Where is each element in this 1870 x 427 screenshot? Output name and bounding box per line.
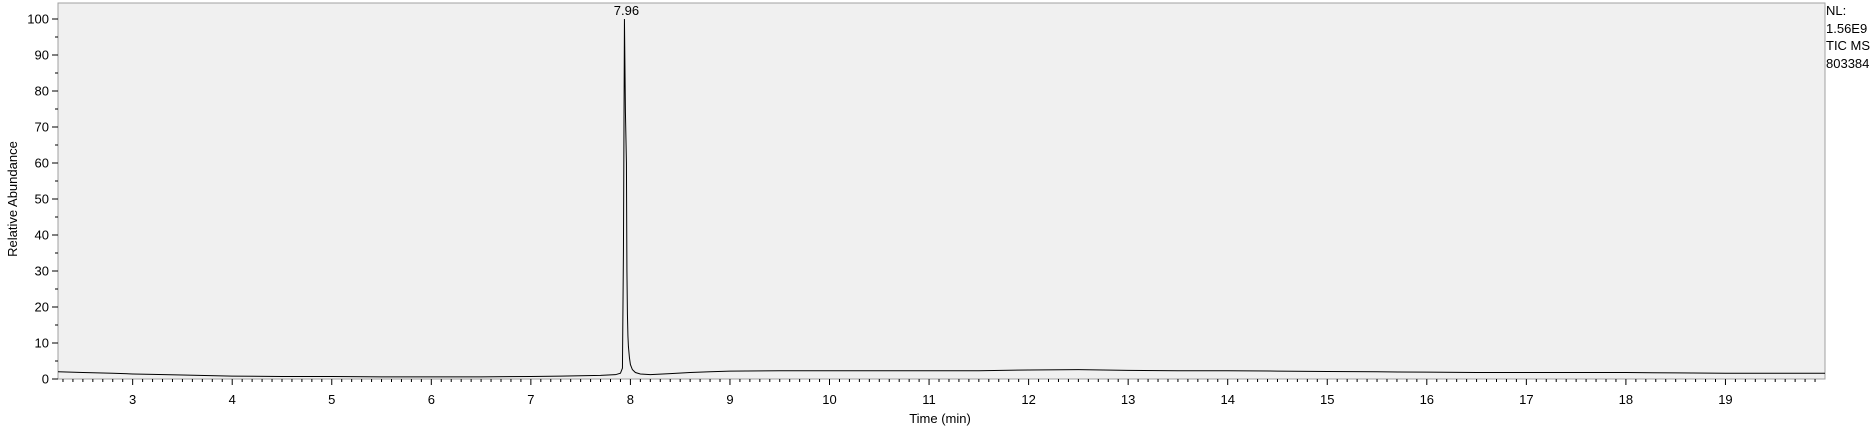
y-tick-label: 50 xyxy=(35,192,49,207)
y-tick-label: 70 xyxy=(35,120,49,135)
nl-label: NL: xyxy=(1826,3,1847,18)
tic-trace-line xyxy=(57,18,1825,378)
scan-id: 803384 xyxy=(1826,55,1870,71)
y-tick-label: 20 xyxy=(35,300,49,315)
x-tick-label: 12 xyxy=(1021,392,1035,407)
scan-type: TIC MS xyxy=(1826,38,1870,53)
x-tick-label: 8 xyxy=(627,392,634,407)
x-tick-label: 10 xyxy=(822,392,836,407)
x-tick-label: 17 xyxy=(1519,392,1533,407)
x-tick-label: 13 xyxy=(1121,392,1135,407)
x-axis-label: Time (min) xyxy=(909,411,971,426)
x-tick-label: 9 xyxy=(726,392,733,407)
y-tick-label: 0 xyxy=(42,372,49,387)
x-tick-label: 18 xyxy=(1619,392,1633,407)
y-axis-label: Relative Abundance xyxy=(5,141,20,257)
x-tick-label: 4 xyxy=(229,392,236,407)
y-tick-label: 60 xyxy=(35,156,49,171)
scan-info-panel: NL: 1.56E9 TIC MS 803384 xyxy=(1826,2,1870,72)
y-tick-label: 10 xyxy=(35,336,49,351)
x-tick-label: 6 xyxy=(428,392,435,407)
y-tick-label: 100 xyxy=(27,12,49,27)
y-tick-label: 40 xyxy=(35,228,49,243)
x-tick-label: 14 xyxy=(1220,392,1234,407)
x-tick-label: 7 xyxy=(527,392,534,407)
y-tick-label: 90 xyxy=(35,48,49,63)
y-tick-label: 30 xyxy=(35,264,49,279)
nl-value: 1.56E9 xyxy=(1826,20,1868,36)
plot-area xyxy=(57,2,1826,380)
y-tick-label: 80 xyxy=(35,84,49,99)
peak-label: 7.96 xyxy=(614,3,639,18)
x-tick-label: 19 xyxy=(1718,392,1732,407)
x-tick-label: 16 xyxy=(1420,392,1434,407)
x-tick-label: 5 xyxy=(328,392,335,407)
x-tick-label: 3 xyxy=(129,392,136,407)
x-tick-label: 15 xyxy=(1320,392,1334,407)
x-tick-label: 11 xyxy=(922,392,936,407)
